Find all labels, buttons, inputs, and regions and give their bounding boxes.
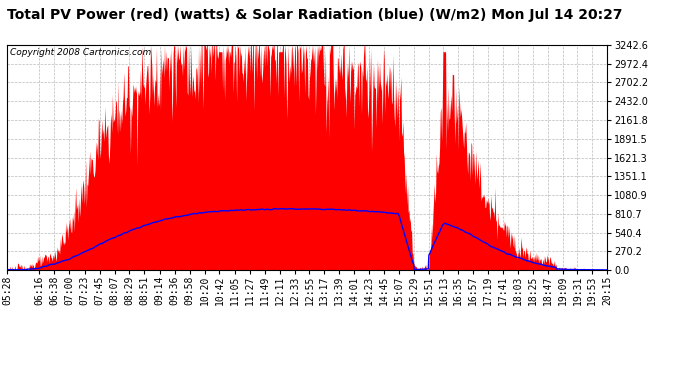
Text: Total PV Power (red) (watts) & Solar Radiation (blue) (W/m2) Mon Jul 14 20:27: Total PV Power (red) (watts) & Solar Rad… [7, 8, 622, 21]
Text: Copyright 2008 Cartronics.com: Copyright 2008 Cartronics.com [10, 48, 151, 57]
